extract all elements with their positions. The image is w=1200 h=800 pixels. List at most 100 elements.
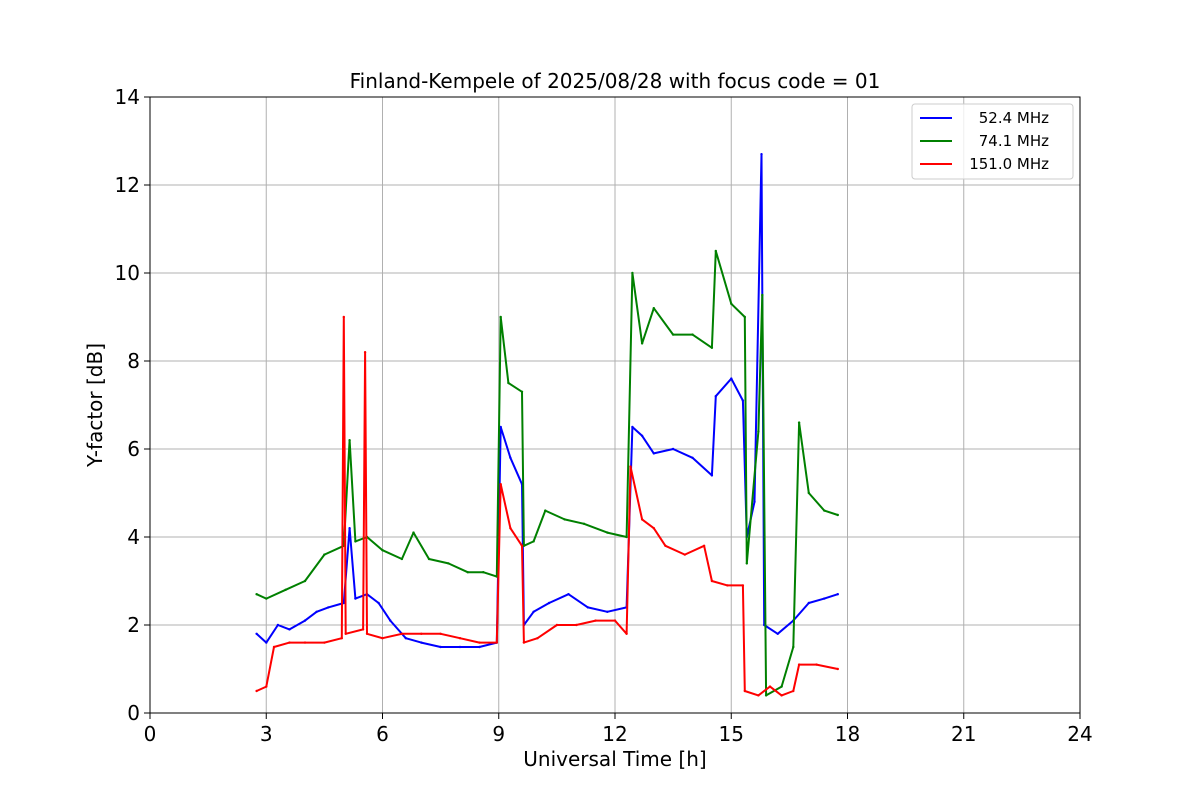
data-point (532, 610, 535, 613)
data-point (797, 421, 801, 424)
data-point (745, 562, 748, 565)
x-tick-label: 9 (492, 722, 505, 746)
y-axis-label: Y-factor [dB] (83, 343, 107, 468)
data-point (764, 694, 768, 697)
legend-box (911, 103, 1074, 180)
y-tick-label: 12 (115, 173, 140, 197)
data-point (482, 571, 485, 574)
data-point (652, 527, 655, 530)
data-point (760, 153, 763, 156)
data-point (509, 527, 512, 530)
data-point (466, 571, 469, 574)
data-point (631, 425, 634, 429)
x-tick-label: 6 (376, 722, 389, 746)
x-tick-label: 18 (835, 722, 860, 746)
data-point (547, 601, 551, 605)
data-point (354, 597, 357, 600)
data-point (730, 377, 733, 380)
data-point (495, 641, 498, 644)
y-tick-label: 10 (115, 261, 140, 285)
data-point (400, 557, 404, 561)
series-line (256, 316, 839, 697)
data-point (671, 333, 675, 336)
data-point (757, 430, 760, 433)
data-point (730, 302, 733, 305)
series-group (255, 315, 839, 697)
data-point (652, 307, 655, 310)
data-point (625, 535, 628, 539)
data-point (710, 346, 714, 349)
data-point (255, 593, 258, 596)
y-tick-label: 0 (127, 701, 140, 725)
data-point (499, 425, 502, 429)
series-group (255, 249, 839, 697)
data-point (499, 483, 502, 486)
data-point (265, 685, 268, 688)
data-point (710, 474, 714, 477)
data-point (323, 641, 326, 644)
series-layer (255, 153, 839, 697)
data-point (753, 500, 756, 503)
data-point (683, 553, 686, 556)
data-point (340, 637, 343, 640)
data-point (265, 641, 268, 644)
data-point (640, 434, 644, 437)
data-point (797, 663, 801, 666)
data-point (342, 601, 345, 605)
y-tick-label: 4 (127, 525, 140, 549)
data-point (284, 588, 287, 591)
data-point (400, 632, 404, 635)
data-point (381, 549, 384, 552)
x-tick-label: 0 (144, 722, 157, 746)
data-point (265, 597, 268, 600)
data-point (606, 610, 609, 613)
y-tick-label: 6 (127, 437, 140, 461)
data-point (664, 544, 667, 547)
data-point (586, 606, 590, 609)
data-point (691, 456, 694, 459)
data-point (629, 465, 632, 468)
data-point (726, 584, 729, 587)
data-point (652, 452, 655, 455)
data-point (743, 315, 746, 319)
data-point (780, 685, 783, 688)
data-point (702, 544, 706, 547)
data-point (363, 351, 367, 354)
data-point (761, 293, 764, 297)
data-point (823, 509, 826, 512)
data-point (303, 579, 307, 583)
data-point (288, 641, 291, 644)
data-point (348, 439, 351, 442)
y-tick-label: 14 (115, 85, 140, 109)
data-point (458, 637, 462, 640)
data-point (582, 522, 586, 525)
x-tick-label: 24 (1067, 722, 1092, 746)
y-tick-label: 8 (127, 349, 140, 373)
data-point (522, 544, 526, 547)
data-point (555, 623, 559, 627)
data-point (342, 315, 345, 319)
data-point (544, 509, 547, 512)
x-axis-label: Universal Time [h] (523, 747, 706, 771)
data-point (640, 518, 644, 521)
data-point (567, 593, 570, 596)
data-point (741, 399, 745, 402)
data-point (613, 619, 617, 622)
data-point (495, 575, 498, 578)
data-point (255, 689, 258, 693)
data-point (594, 619, 597, 622)
data-point (327, 606, 330, 609)
legend-label: 52.4 MHz (979, 109, 1049, 127)
data-point (499, 315, 502, 319)
data-point (303, 641, 307, 644)
data-point (315, 610, 318, 613)
data-point (389, 619, 392, 622)
data-point (520, 390, 524, 393)
data-point (323, 553, 326, 556)
data-point (606, 531, 609, 534)
x-tick-label: 21 (951, 722, 976, 746)
data-point (420, 632, 423, 635)
data-point (420, 641, 423, 644)
data-point (536, 637, 539, 640)
data-point (743, 689, 746, 693)
